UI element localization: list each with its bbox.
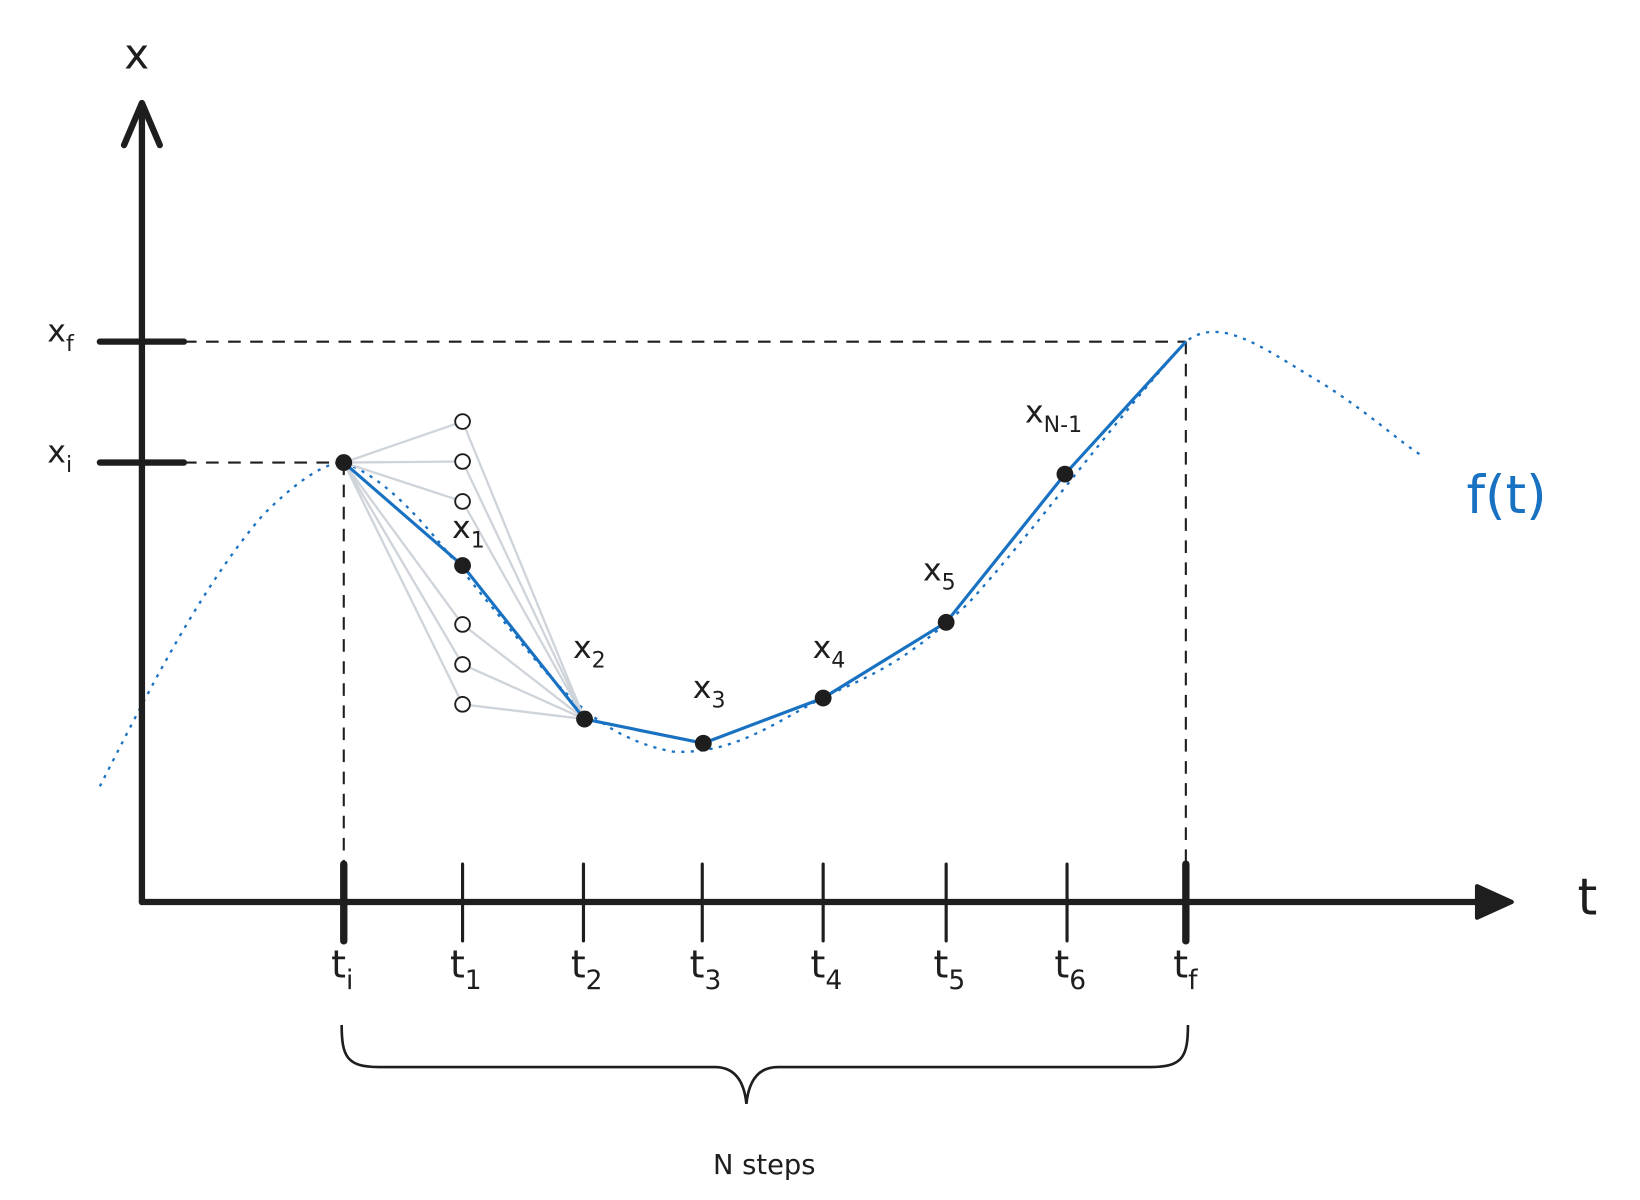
candidate-points xyxy=(454,413,471,713)
x-tick-label-base: x xyxy=(47,435,66,471)
horizontal-axis-label: t xyxy=(1578,868,1598,927)
point-label: x5 xyxy=(923,552,956,595)
discrete-path xyxy=(342,340,1188,745)
t-tick-label-base: t xyxy=(331,943,346,987)
brace xyxy=(340,1024,1190,1104)
point-label-sub: 5 xyxy=(942,571,956,596)
t-tick-label: ti xyxy=(331,943,353,996)
t-tick-label-sub: i xyxy=(346,965,353,996)
x-tick-label-base: x xyxy=(47,314,66,350)
t-tick-label-sub: f xyxy=(1188,965,1198,996)
candidate-paths xyxy=(342,420,586,721)
point-label-base: x xyxy=(573,630,592,666)
point-label: x3 xyxy=(693,670,726,713)
t-tick-label: t4 xyxy=(811,943,843,996)
t-tick-label-base: t xyxy=(450,943,465,987)
t-tick-label-sub: 2 xyxy=(586,965,603,996)
point-label-base: x xyxy=(813,630,832,666)
vertical-axis-label: x xyxy=(124,29,149,78)
point-label: x1 xyxy=(452,510,485,553)
guides xyxy=(183,340,1187,902)
point-label: x2 xyxy=(573,630,606,673)
t-tick-label: t5 xyxy=(934,943,966,996)
point-label-base: x xyxy=(923,552,942,588)
t-tick-label: tf xyxy=(1173,943,1198,996)
t-tick-label-sub: 3 xyxy=(704,965,721,996)
point-label-base: x xyxy=(693,670,712,706)
curve-label: f(t) xyxy=(1467,465,1547,526)
t-tick-label-base: t xyxy=(811,943,826,987)
t-tick-label-base: t xyxy=(1173,943,1188,987)
point-label: x4 xyxy=(813,630,846,673)
x-tick-label: xf xyxy=(47,314,75,357)
t-tick-label: t3 xyxy=(690,943,722,996)
function-curve xyxy=(98,330,1426,787)
t-tick-label: t1 xyxy=(450,943,482,996)
brace-label: N steps xyxy=(713,1150,815,1181)
t-tick-label-base: t xyxy=(1054,943,1069,987)
t-tick-label: t2 xyxy=(571,943,603,996)
point-label-sub: 1 xyxy=(471,529,485,554)
t-tick-label-sub: 6 xyxy=(1069,965,1086,996)
point-label-base: x xyxy=(1025,395,1044,431)
x-tick-label-sub: i xyxy=(66,453,72,478)
t-tick-label-base: t xyxy=(934,943,949,987)
t-tick-label-sub: 1 xyxy=(465,965,482,996)
point-label-base: x xyxy=(452,510,471,546)
t-tick-label-sub: 4 xyxy=(825,965,842,996)
axes xyxy=(96,99,1496,906)
t-tick-label: t6 xyxy=(1054,943,1086,996)
t-tick-label-sub: 5 xyxy=(948,965,965,996)
point-label-sub: N-1 xyxy=(1044,413,1083,438)
point-label-sub: 4 xyxy=(831,649,845,674)
point-label-sub: 3 xyxy=(711,688,725,713)
x-tick-label: xi xyxy=(47,435,72,478)
point-label-sub: 2 xyxy=(592,649,606,674)
point-label: xN-1 xyxy=(1025,395,1082,438)
t-tick-label-base: t xyxy=(571,943,586,987)
path-points xyxy=(335,454,1074,752)
t-ticks xyxy=(340,860,1190,945)
t-tick-label-base: t xyxy=(690,943,705,987)
x-tick-label-sub: f xyxy=(66,332,75,357)
t-arrowhead xyxy=(1474,884,1514,920)
